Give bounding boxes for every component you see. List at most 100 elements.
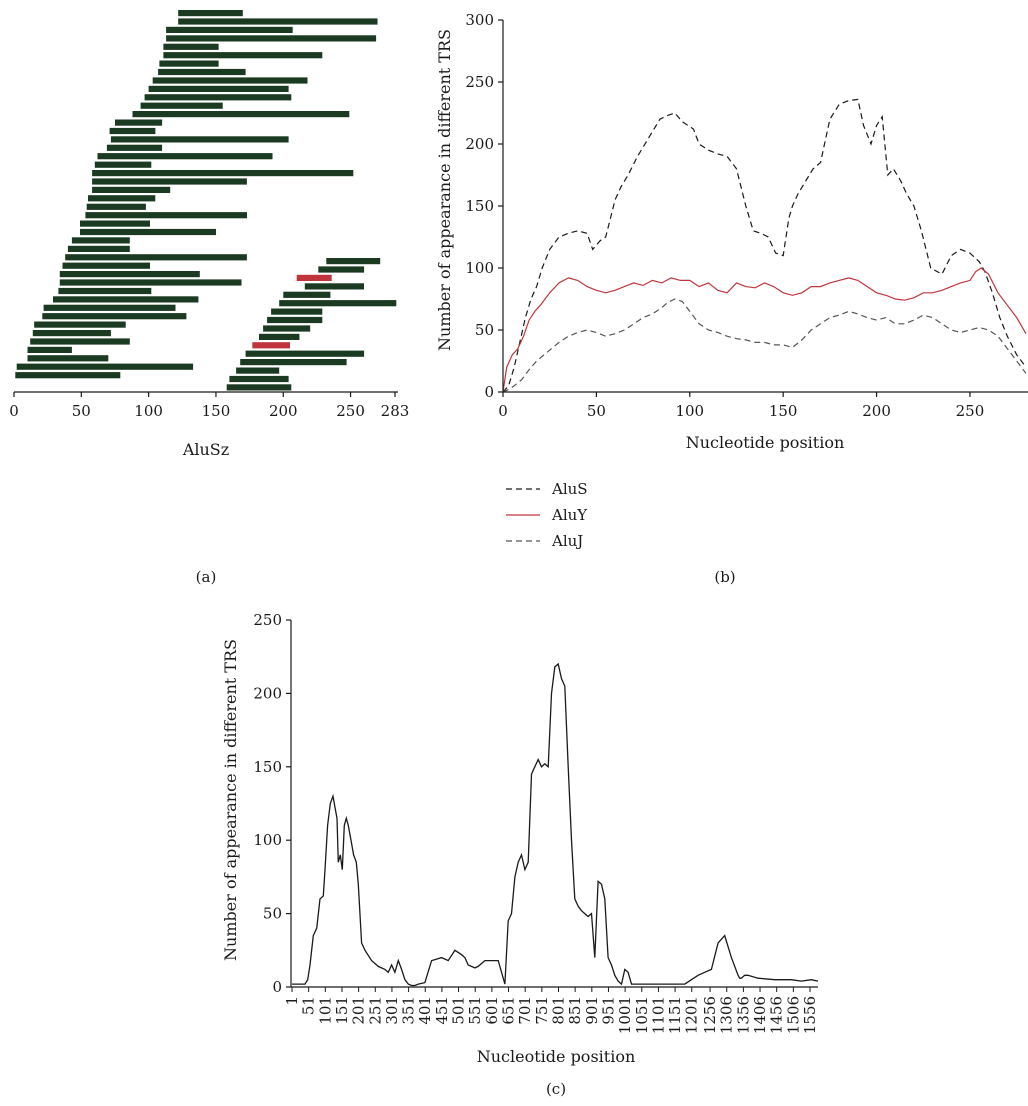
panel-a-segment-bar [110,136,289,143]
panel-a-segment-bar [16,363,194,370]
panel-a-x-tick-label: 0 [9,402,19,420]
panel-a-segment-bar [140,102,223,109]
panel-b-y-tick-label: 300 [465,11,494,29]
panel-a-segment-bar [92,178,247,185]
panel-a-segment-bar [163,52,323,59]
panel-b-label: (b) [714,568,735,586]
panel-b-y-tick-label: 0 [484,383,494,401]
panel-c-x-tick-label: 901 [583,996,601,1025]
panel-a-segment-bar [158,68,246,76]
panel-a-segment-bar [304,283,364,290]
panel-c-x-tick-label: 1406 [751,996,769,1034]
panel-b-x-tick-label: 100 [675,402,704,420]
panel-c-x-tick-label: 951 [599,996,617,1025]
panel-c-x-tick-label: 1256 [701,996,719,1034]
panel-c-x-tick-label: 801 [549,996,567,1025]
panel-a-segment-bar [318,266,365,273]
panel-b-series-line-aluj [502,298,1027,393]
panel-c-x-tick-label: 751 [533,996,551,1025]
legend-label-alus: AluS [551,480,588,498]
panel-c-y-tick-label: 0 [272,978,282,996]
panel-a-segment-bar [263,325,311,332]
panel-c-x-tick-label: 701 [516,996,534,1025]
legend-label-aluy: AluY [551,506,588,524]
panel-c-x-tick-label: 1356 [734,996,752,1034]
panel-c-x-tick-label: 551 [466,996,484,1025]
panel-a-segment-bar [42,313,187,320]
panel-c-x-tick-label: 1 [283,996,301,1006]
panel-a-x-ticks: 0 50 100 150 200 250 283 [9,392,409,420]
panel-c-x-tick-label: 501 [450,996,468,1025]
panel-a-x-tick-label: 250 [336,402,365,420]
panel-c-ticks: 1511011512012513013514014515015516016517… [253,611,819,1034]
panel-b-y-tick-label: 250 [465,73,494,91]
panel-c-lines [292,662,819,987]
panel-a-segment-bar [144,94,292,101]
panel-b-y-tick-label: 100 [465,259,494,277]
panel-a-x-tick-label: 150 [202,402,231,420]
panel-a-segment-bar [80,228,216,236]
panel-c-x-tick-label: 1506 [784,996,802,1034]
panel-a-segment-bar [159,60,219,67]
panel-a-segment-bar [267,316,323,324]
panel-c-x-tick-label: 1101 [649,996,667,1034]
panel-a-label: (a) [196,568,217,586]
panel-a-segment-bar [85,212,248,219]
panel-b-y-tick-label: 200 [465,135,494,153]
panel-c-x-tick-label: 851 [566,996,584,1025]
panel-c-x-tick-label: 1001 [616,996,634,1034]
panel-a-segment-bar [27,355,109,362]
panel-a-segment-bar [62,262,150,269]
legend-label-aluj: AluJ [551,532,583,550]
panel-b-x-tick-label: 150 [769,402,798,420]
panel-b-x-label: Nucleotide position [686,433,845,452]
panel-b-lines [502,98,1027,393]
panel-c-x-tick-label: 101 [316,996,334,1025]
panel-a-x-tick-label: 50 [72,402,91,420]
panel-b-x-tick-label: 0 [498,402,508,420]
panel-a-segment-bar [252,342,290,349]
panel-a-segment-bar [226,384,292,391]
panel-a-segment-bar [53,296,199,303]
panel-a-segment-bar [92,170,354,177]
panel-a-segment-bar [34,321,126,328]
panel-c-x-tick-label: 201 [350,996,368,1025]
panel-a-segment-bar [88,195,156,202]
panel-c-label: (c) [546,1080,566,1098]
panel-c-y-tick-label: 50 [263,905,282,923]
panel-c-x-tick-label: 1151 [666,996,684,1034]
panel-a-segment-bar [148,85,289,92]
panel-a-segment-bar [259,333,300,340]
panel-a-segment-bar [65,254,247,261]
panel-c-x-tick-label: 651 [500,996,518,1025]
panel-c-series-line [292,662,819,987]
panel-a-segment-bar [245,350,365,357]
panel-c-x-tick-label: 451 [433,996,451,1025]
panel-c-x-tick-label: 351 [400,996,418,1025]
panel-c-x-tick-label: 1456 [768,996,786,1034]
panel-c-x-tick-label: 401 [416,996,434,1025]
panel-a-segment-bar [59,271,200,278]
panel-c-x-tick-label: 51 [300,996,318,1015]
panel-b-y-tick-label: 50 [475,321,494,339]
panel-b-x-tick-label: 250 [956,402,985,420]
panel-a-segment-bar [92,186,171,193]
panel-a-segment-bar [283,291,331,298]
panel-a-segment-bar [71,237,130,244]
panel-c-x-tick-label: 1556 [801,996,819,1034]
panel-a-segment-bar [296,274,332,281]
panel-a-segment-bar [43,304,176,311]
panel-a-segment-bar [94,161,152,168]
panel-a-segment-bar [67,245,130,252]
panel-a-segment-bar [178,18,378,25]
panel-a-segment-bar [240,359,347,366]
panel-a-segment-bar [132,111,350,118]
panel-a: 0 50 100 150 200 250 283 AluSz (a) [9,10,409,586]
panel-c-y-tick-label: 250 [253,611,282,629]
panel-c-x-tick-label: 1051 [633,996,651,1034]
panel-a-segment-bar [109,127,156,135]
panel-a-segment-bar [32,330,111,337]
panel-a-segment-bar [115,119,163,126]
panel-a-segment-bar [15,372,121,379]
